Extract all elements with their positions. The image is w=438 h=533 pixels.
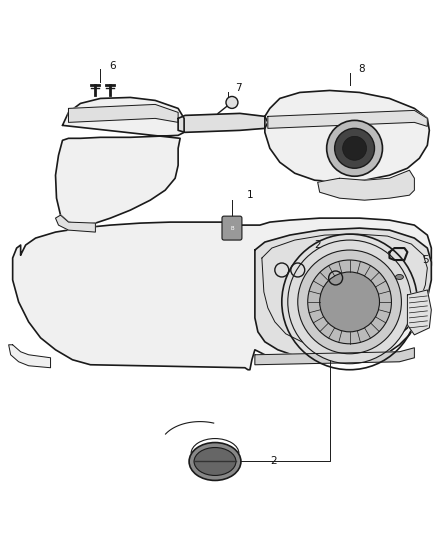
Polygon shape	[407, 290, 431, 335]
Polygon shape	[56, 215, 95, 232]
Polygon shape	[255, 228, 431, 360]
Circle shape	[288, 240, 411, 364]
Ellipse shape	[189, 442, 241, 480]
Text: 3: 3	[349, 250, 356, 260]
Circle shape	[226, 96, 238, 108]
Circle shape	[298, 250, 401, 354]
Polygon shape	[13, 218, 431, 370]
Polygon shape	[178, 114, 268, 132]
Polygon shape	[9, 345, 50, 368]
Polygon shape	[265, 91, 429, 182]
Circle shape	[335, 128, 374, 168]
Polygon shape	[318, 170, 414, 200]
Circle shape	[308, 260, 392, 344]
FancyBboxPatch shape	[222, 216, 242, 240]
Polygon shape	[268, 110, 427, 128]
Text: 8: 8	[358, 63, 365, 74]
Polygon shape	[68, 104, 178, 123]
Text: 6: 6	[109, 61, 116, 70]
Polygon shape	[56, 98, 184, 225]
Circle shape	[320, 272, 379, 332]
Text: 2: 2	[270, 456, 276, 466]
Text: 4: 4	[353, 273, 359, 283]
Circle shape	[343, 136, 367, 160]
Text: 5: 5	[422, 255, 429, 265]
Text: B: B	[230, 225, 234, 231]
Ellipse shape	[194, 448, 236, 475]
Text: 2: 2	[314, 240, 321, 250]
Circle shape	[327, 120, 382, 176]
Polygon shape	[255, 348, 414, 365]
Text: 1: 1	[247, 190, 253, 200]
Text: 7: 7	[235, 84, 241, 93]
Ellipse shape	[396, 274, 403, 279]
